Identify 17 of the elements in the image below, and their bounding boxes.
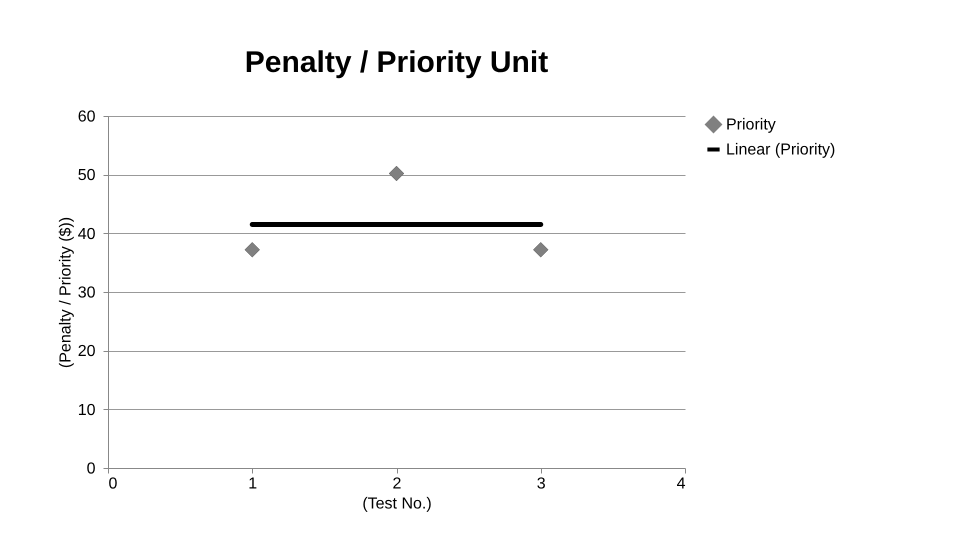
chart-title: Penalty / Priority Unit xyxy=(244,46,548,79)
x-tick-label: 1 xyxy=(248,476,258,492)
y-tick-label: 0 xyxy=(86,460,96,478)
x-tick-label: 4 xyxy=(676,476,686,492)
y-axis-title: (Penalty / Priority ($)) xyxy=(58,216,75,368)
x-tick-label: 0 xyxy=(108,476,118,492)
y-tick-label: 60 xyxy=(78,108,96,126)
y-tick-label: 20 xyxy=(78,343,96,360)
y-tick-label: 30 xyxy=(78,284,96,302)
x-axis-title: (Test No.) xyxy=(362,496,432,512)
x-tick-label: 3 xyxy=(536,476,546,492)
x-tick-label: 2 xyxy=(392,476,402,492)
legend-label: Priority xyxy=(726,116,776,134)
y-tick-label: 50 xyxy=(78,167,96,184)
y-tick-label: 40 xyxy=(78,226,96,243)
y-tick-label: 10 xyxy=(78,402,96,419)
legend-label: Linear (Priority) xyxy=(726,142,836,158)
